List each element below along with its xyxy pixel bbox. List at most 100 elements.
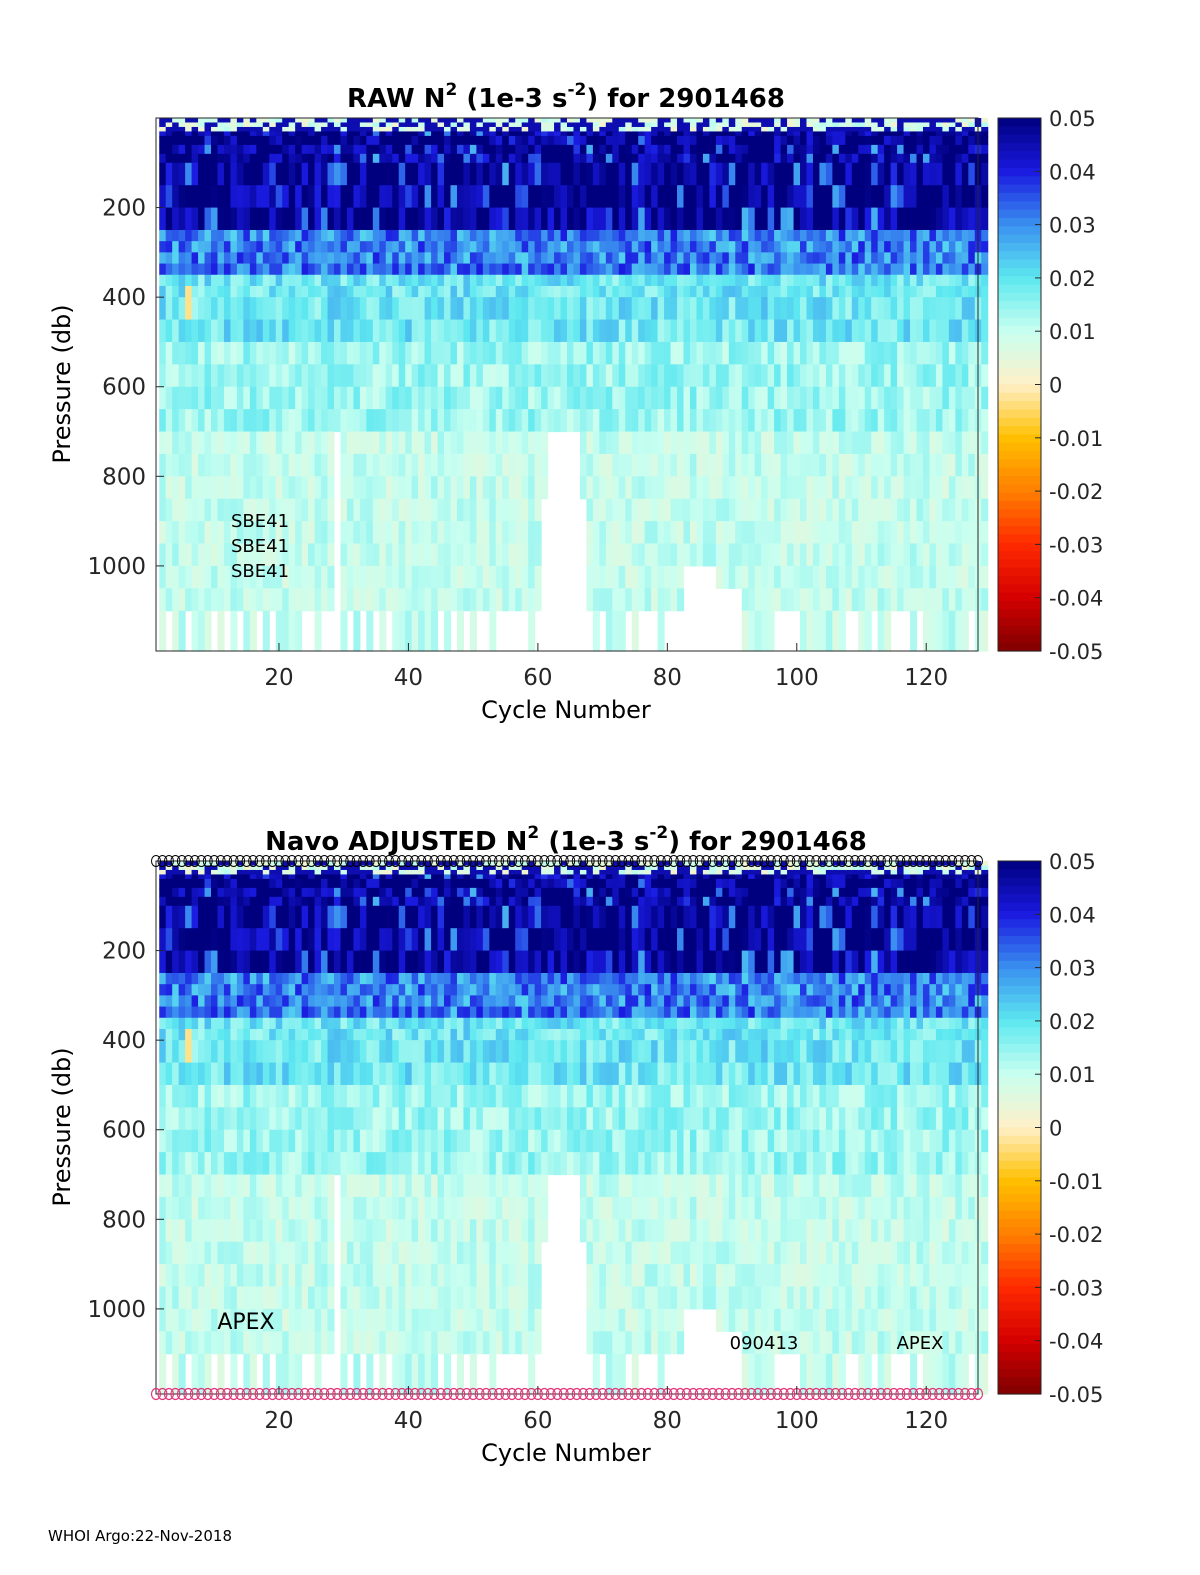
heatmap-cell <box>592 263 600 276</box>
heatmap-cell <box>735 207 743 231</box>
heatmap-cell <box>405 153 413 164</box>
heatmap-cell <box>269 1040 277 1064</box>
heatmap-cell <box>754 341 762 365</box>
heatmap-cell <box>295 588 303 612</box>
heatmap-cell <box>502 364 510 388</box>
heatmap-cell <box>683 131 691 137</box>
heatmap-cell <box>398 229 406 242</box>
heatmap-cell <box>670 297 678 321</box>
heatmap-cell <box>223 118 231 124</box>
heatmap-cell <box>308 1107 316 1131</box>
heatmap-cell <box>191 409 199 433</box>
heatmap-cell <box>728 521 736 545</box>
heatmap-cell <box>172 1264 180 1288</box>
heatmap-cell <box>748 498 756 522</box>
heatmap-cell <box>288 869 296 876</box>
heatmap-cell <box>916 341 924 365</box>
heatmap-cell <box>185 887 193 898</box>
heatmap-cell <box>838 431 846 455</box>
heatmap-cell <box>955 252 963 265</box>
heatmap-cell <box>366 1331 374 1355</box>
heatmap-cell <box>437 319 445 343</box>
heatmap-cell <box>838 241 846 253</box>
heatmap-cell <box>819 207 827 231</box>
heatmap-cell <box>243 162 251 186</box>
heatmap-cell <box>230 364 238 388</box>
heatmap-cell <box>651 122 659 128</box>
heatmap-cell <box>198 122 206 128</box>
heatmap-cell <box>657 409 665 433</box>
heatmap-cell <box>482 252 490 265</box>
heatmap-cell <box>223 861 231 867</box>
heatmap-cell <box>916 297 924 321</box>
heatmap-cell <box>217 887 225 898</box>
heatmap-cell <box>638 364 646 388</box>
heatmap-cell <box>340 878 348 889</box>
heatmap-cell <box>405 135 413 146</box>
heatmap-cell <box>838 543 846 567</box>
heatmap-cell <box>450 297 458 321</box>
heatmap-cell <box>825 153 833 164</box>
heatmap-cell <box>230 1196 238 1220</box>
heatmap-cell <box>295 144 303 155</box>
heatmap-cell <box>683 122 691 128</box>
heatmap-cell <box>269 861 277 867</box>
heatmap-cell <box>418 274 426 287</box>
heatmap-cell <box>767 122 775 128</box>
heatmap-cell <box>806 610 814 652</box>
heatmap-cell <box>935 207 943 231</box>
heatmap-cell <box>262 498 270 522</box>
heatmap-cell <box>981 241 989 253</box>
heatmap-cell <box>897 126 905 133</box>
heatmap-cell <box>955 122 963 128</box>
heatmap-cell <box>372 185 380 209</box>
heatmap-cell <box>689 118 697 124</box>
heatmap-cell <box>223 972 231 985</box>
heatmap-cell <box>178 610 186 652</box>
heatmap-cell <box>340 995 348 1008</box>
heatmap-cell <box>955 476 963 500</box>
heatmap-cell <box>353 476 361 500</box>
heatmap-cell <box>871 521 879 545</box>
heatmap-cell <box>489 229 497 242</box>
heatmap-cell <box>346 1174 354 1198</box>
heatmap-cell <box>314 869 322 876</box>
heatmap-cell <box>832 543 840 567</box>
heatmap-cell <box>314 1308 322 1332</box>
heatmap-cell <box>728 319 736 343</box>
heatmap-cell <box>942 162 950 186</box>
heatmap-cell <box>702 498 710 522</box>
heatmap-cell <box>592 207 600 231</box>
heatmap-cell <box>722 118 730 124</box>
heatmap-cell <box>793 476 801 500</box>
heatmap-cell <box>288 207 296 231</box>
heatmap-cell <box>806 364 814 388</box>
heatmap-cell <box>806 131 814 137</box>
heatmap-cell <box>269 386 277 410</box>
heatmap-cell <box>372 521 380 545</box>
heatmap-cell <box>230 1084 238 1108</box>
heatmap-cell <box>884 126 892 133</box>
heatmap-cell <box>327 1152 335 1176</box>
heatmap-cell <box>243 1017 251 1030</box>
heatmap-cell <box>858 319 866 343</box>
heatmap-cell <box>398 521 406 545</box>
heatmap-cell <box>366 1286 374 1310</box>
heatmap-cell <box>346 521 354 545</box>
heatmap-cell <box>761 153 769 164</box>
heatmap-cell <box>586 476 594 500</box>
colorbar-tick-label: 0.01 <box>1049 320 1096 344</box>
heatmap-cell <box>929 144 937 155</box>
heatmap-cell <box>359 135 367 146</box>
heatmap-cell <box>968 285 976 298</box>
heatmap-cell <box>405 521 413 545</box>
heatmap-cell <box>741 297 749 321</box>
heatmap-cell <box>275 1241 283 1265</box>
heatmap-cell <box>741 409 749 433</box>
heatmap-cell <box>605 386 613 410</box>
heatmap-cell <box>521 341 529 365</box>
heatmap-cell <box>301 364 309 388</box>
heatmap-cell <box>191 565 199 589</box>
heatmap-cell <box>314 153 322 164</box>
heatmap-cell <box>217 297 225 321</box>
